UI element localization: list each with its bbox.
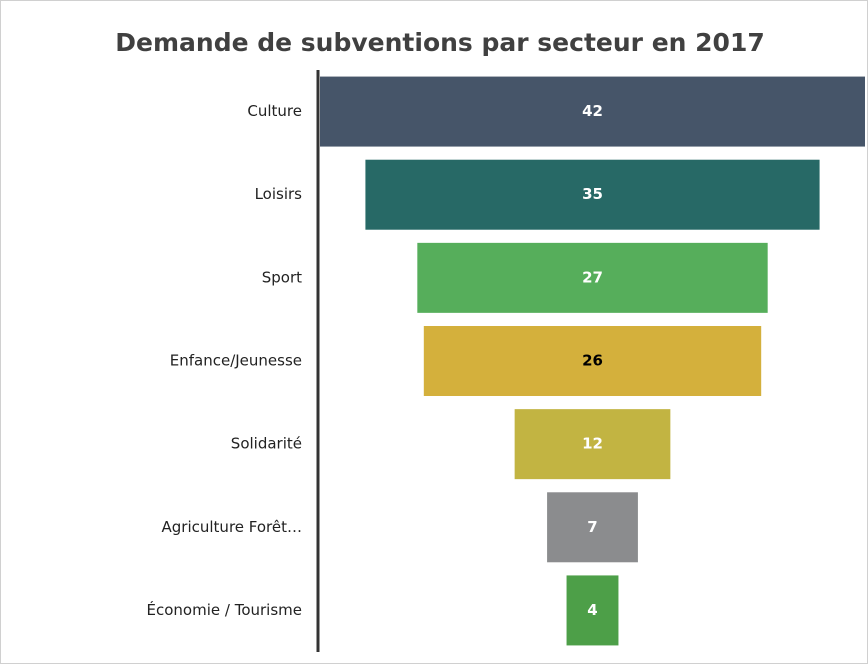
value-label: 42 bbox=[582, 102, 603, 120]
category-label: Culture bbox=[247, 102, 302, 120]
value-label: 12 bbox=[582, 435, 603, 453]
bar bbox=[514, 409, 671, 480]
bar bbox=[423, 326, 762, 396]
value-label: 26 bbox=[582, 352, 603, 370]
category-label: Enfance/Jeunesse bbox=[170, 352, 302, 370]
bar bbox=[566, 575, 619, 646]
category-label: Loisirs bbox=[255, 185, 303, 203]
category-label: Solidarité bbox=[231, 435, 302, 453]
category-label: Agriculture Forêt… bbox=[162, 518, 302, 536]
value-label: 4 bbox=[587, 601, 597, 619]
bar bbox=[417, 242, 768, 313]
value-label: 35 bbox=[582, 185, 603, 203]
bar bbox=[320, 76, 865, 147]
category-label: Économie / Tourisme bbox=[147, 600, 302, 619]
bar bbox=[547, 492, 638, 563]
chart-title: Demande de subventions par secteur en 20… bbox=[115, 28, 764, 57]
bar bbox=[365, 159, 820, 230]
category-label: Sport bbox=[262, 268, 302, 286]
value-label: 27 bbox=[582, 268, 603, 286]
value-label: 7 bbox=[587, 518, 597, 536]
